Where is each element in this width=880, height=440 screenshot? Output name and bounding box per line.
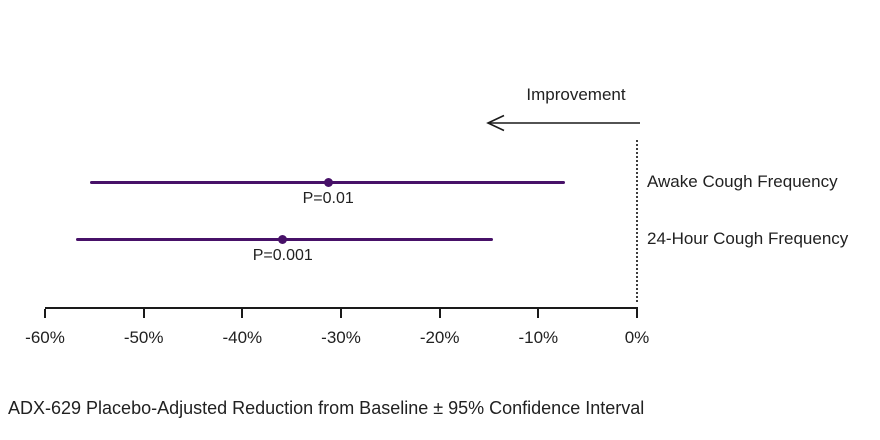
x-axis-tick	[241, 309, 244, 318]
series-label: 24-Hour Cough Frequency	[647, 229, 849, 248]
x-axis-line	[45, 307, 638, 309]
p-value-label: P=0.01	[302, 190, 354, 207]
x-axis-tick-label: -40%	[222, 328, 263, 347]
x-axis-tick-label: 0%	[624, 328, 650, 347]
x-axis-tick-label: -60%	[25, 328, 65, 347]
zero-reference-line	[635, 140, 638, 302]
chart-caption: ADX-629 Placebo-Adjusted Reduction from …	[8, 398, 645, 418]
x-axis-tick	[438, 309, 441, 318]
improvement-label: Improvement	[526, 85, 626, 104]
point-estimate-dot	[323, 177, 333, 187]
series-label: Awake Cough Frequency	[647, 172, 838, 191]
point-estimate-dot	[278, 234, 288, 244]
x-axis-tick	[537, 309, 540, 318]
p-value-label: P=0.001	[252, 247, 313, 264]
x-axis-tick	[340, 309, 342, 318]
x-axis-tick	[44, 309, 46, 318]
x-axis-tick-label: -20%	[419, 328, 460, 347]
x-axis-tick-label: -50%	[123, 328, 164, 347]
x-axis-tick	[636, 309, 638, 318]
x-axis-tick	[142, 309, 145, 318]
x-axis-tick-label: -30%	[321, 328, 361, 347]
x-axis-tick-label: -10%	[518, 328, 559, 347]
